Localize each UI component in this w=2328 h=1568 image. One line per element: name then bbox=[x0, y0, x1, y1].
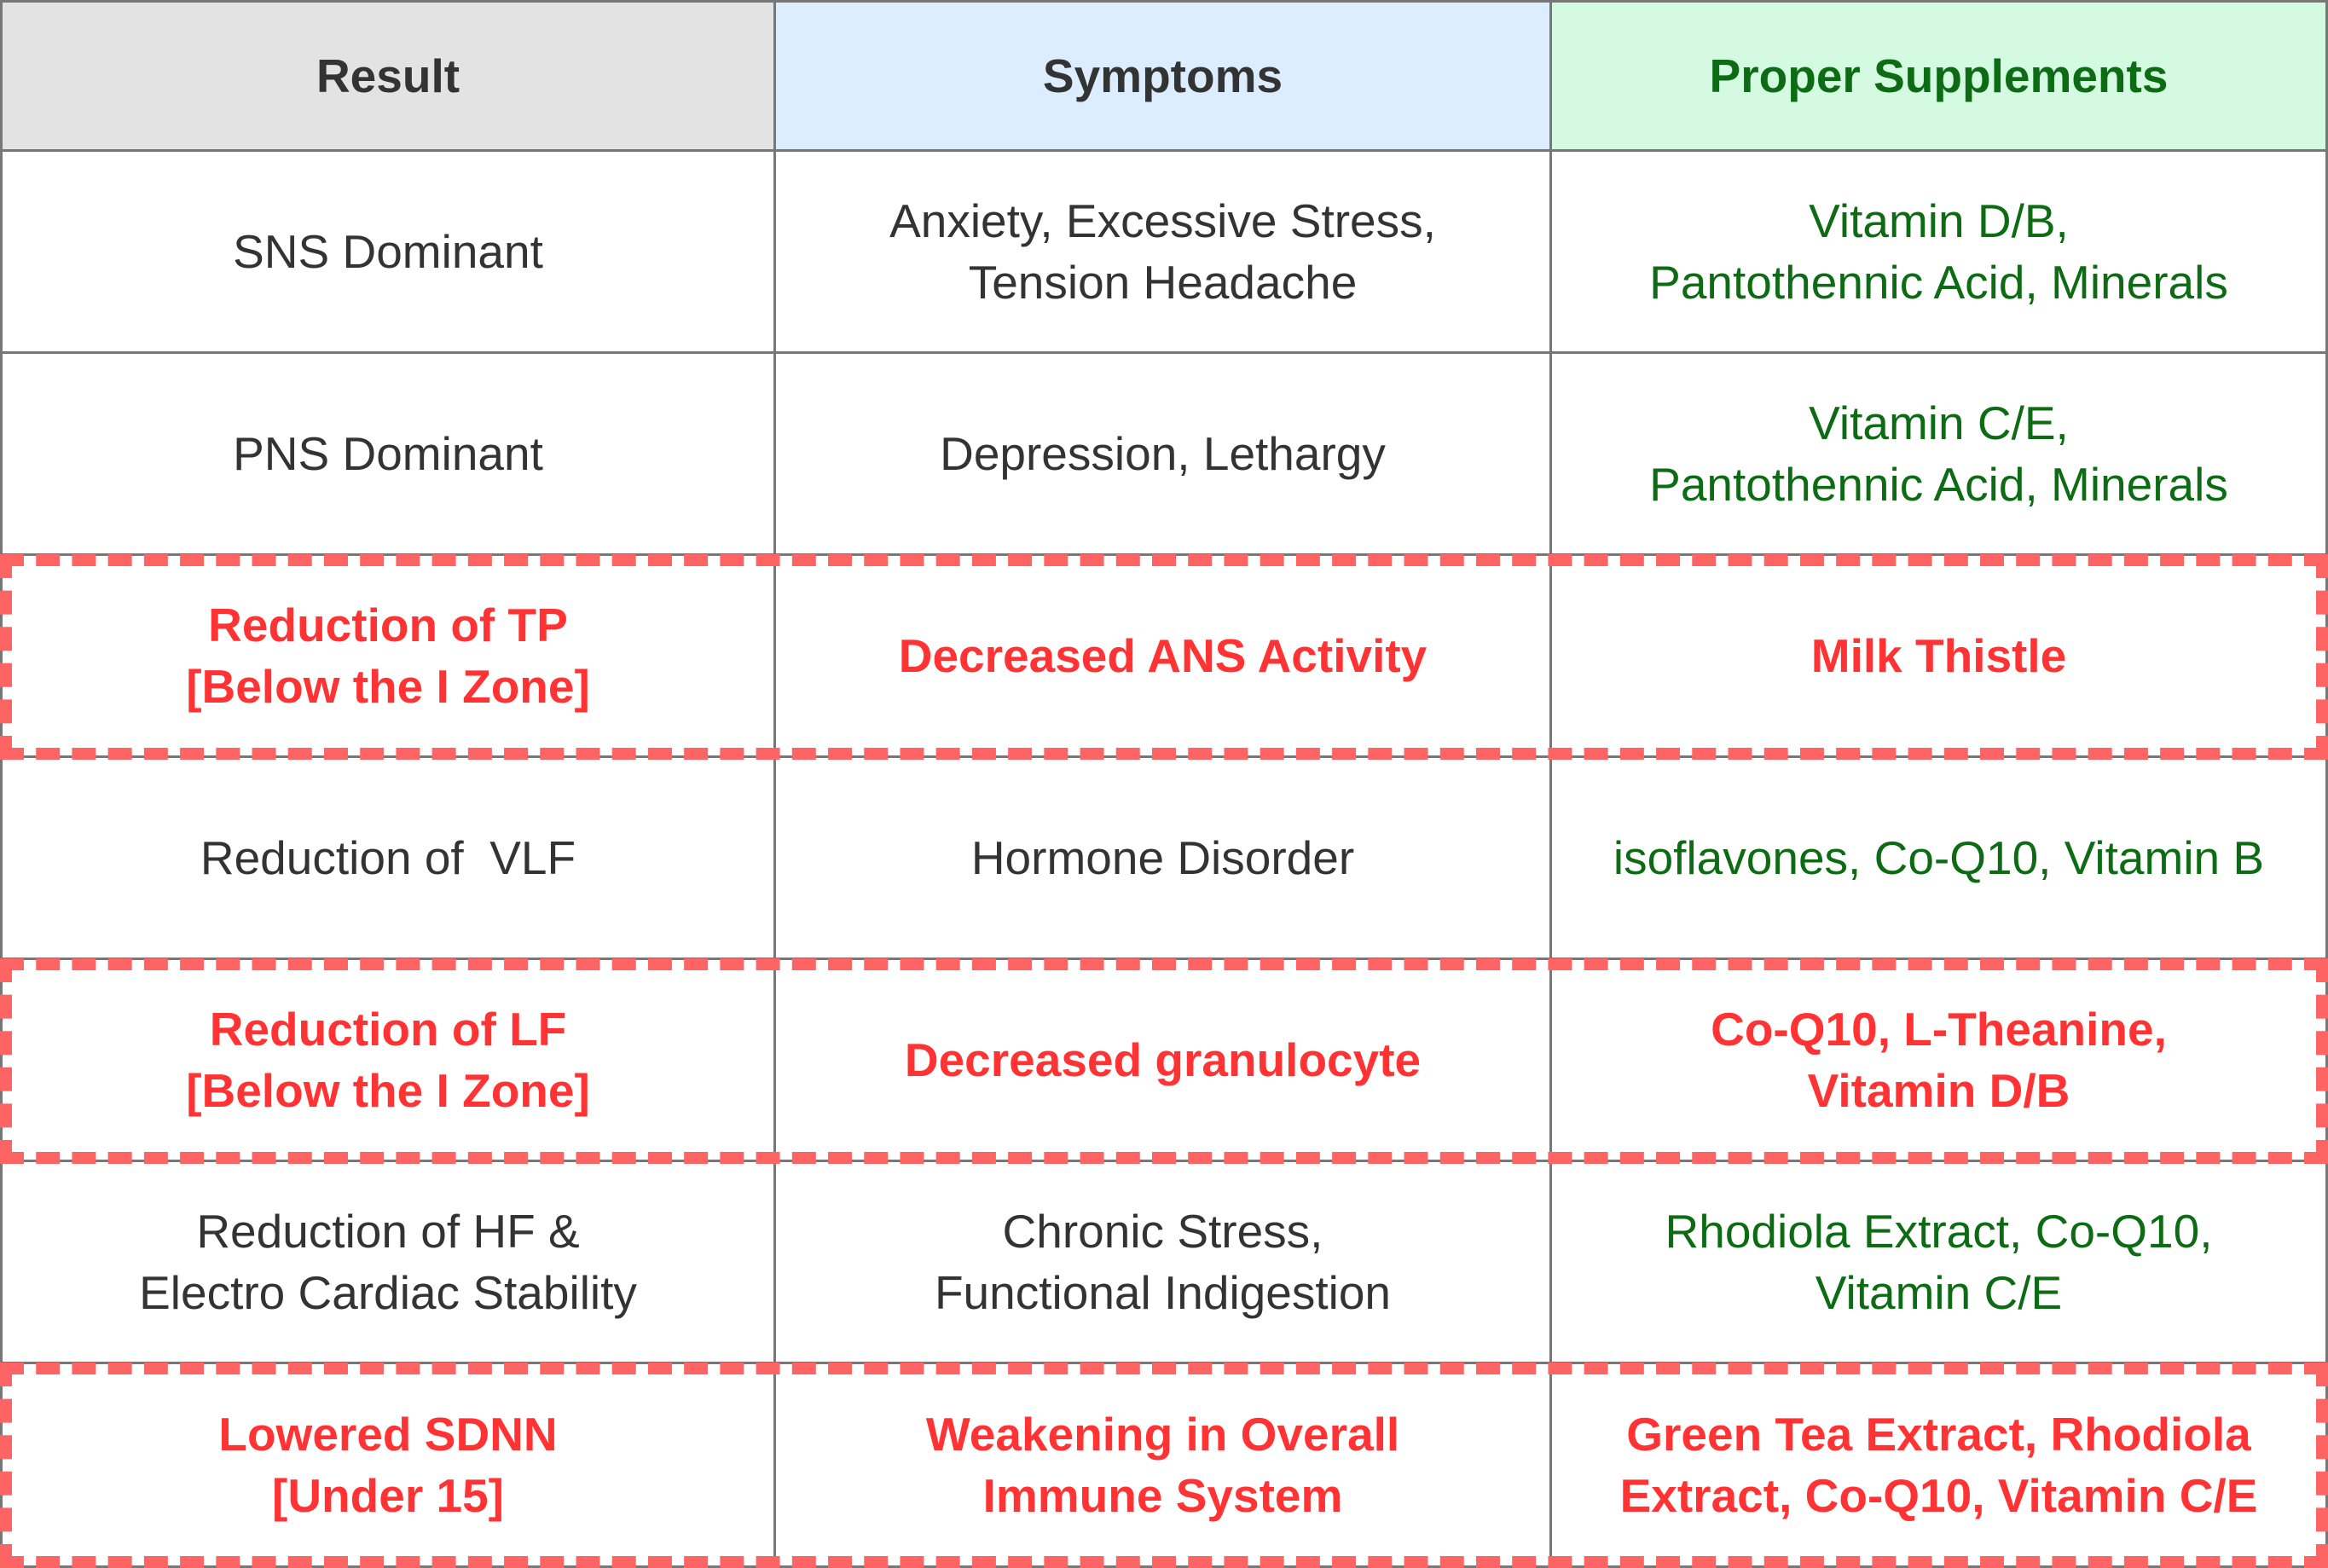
result-cell: PNS Dominant bbox=[0, 354, 776, 556]
table-row: Reduction of HF & Electro Cardiac Stabil… bbox=[0, 1162, 2328, 1364]
symptoms-cell: Hormone Disorder bbox=[776, 758, 1552, 960]
table-row: SNS Dominant Anxiety, Excessive Stress, … bbox=[0, 152, 2328, 354]
supplements-cell: Green Tea Extract, Rhodiola Extract, Co-… bbox=[1552, 1364, 2328, 1568]
result-cell: Reduction of TP [Below the I Zone] bbox=[0, 556, 776, 758]
table-row-highlighted: Reduction of LF [Below the I Zone] Decre… bbox=[0, 960, 2328, 1162]
result-cell: Reduction of VLF bbox=[0, 758, 776, 960]
result-cell: SNS Dominant bbox=[0, 152, 776, 354]
supplements-cell: Milk Thistle bbox=[1552, 556, 2328, 758]
result-cell: Lowered SDNN [Under 15] bbox=[0, 1364, 776, 1568]
result-cell: Reduction of LF [Below the I Zone] bbox=[0, 960, 776, 1162]
symptoms-cell: Weakening in Overall Immune System bbox=[776, 1364, 1552, 1568]
table-row-highlighted: Reduction of TP [Below the I Zone] Decre… bbox=[0, 556, 2328, 758]
symptoms-cell: Depression, Lethargy bbox=[776, 354, 1552, 556]
symptoms-cell: Anxiety, Excessive Stress, Tension Heada… bbox=[776, 152, 1552, 354]
header-symptoms: Symptoms bbox=[776, 0, 1552, 152]
supplements-cell: isoflavones, Co-Q10, Vitamin B bbox=[1552, 758, 2328, 960]
table-row-highlighted: Lowered SDNN [Under 15] Weakening in Ove… bbox=[0, 1364, 2328, 1568]
symptoms-cell: Decreased granulocyte bbox=[776, 960, 1552, 1162]
table-header-row: Result Symptoms Proper Supplements bbox=[0, 0, 2328, 152]
supplements-cell: Rhodiola Extract, Co-Q10, Vitamin C/E bbox=[1552, 1162, 2328, 1364]
symptoms-cell: Chronic Stress, Functional Indigestion bbox=[776, 1162, 1552, 1364]
supplements-cell: Co-Q10, L-Theanine, Vitamin D/B bbox=[1552, 960, 2328, 1162]
header-supplements: Proper Supplements bbox=[1552, 0, 2328, 152]
result-cell: Reduction of HF & Electro Cardiac Stabil… bbox=[0, 1162, 776, 1364]
table-row: PNS Dominant Depression, Lethargy Vitami… bbox=[0, 354, 2328, 556]
symptoms-cell: Decreased ANS Activity bbox=[776, 556, 1552, 758]
supplements-cell: Vitamin C/E, Pantothennic Acid, Minerals bbox=[1552, 354, 2328, 556]
table-row: Reduction of VLF Hormone Disorder isofla… bbox=[0, 758, 2328, 960]
header-result: Result bbox=[0, 0, 776, 152]
supplements-cell: Vitamin D/B, Pantothennic Acid, Minerals bbox=[1552, 152, 2328, 354]
